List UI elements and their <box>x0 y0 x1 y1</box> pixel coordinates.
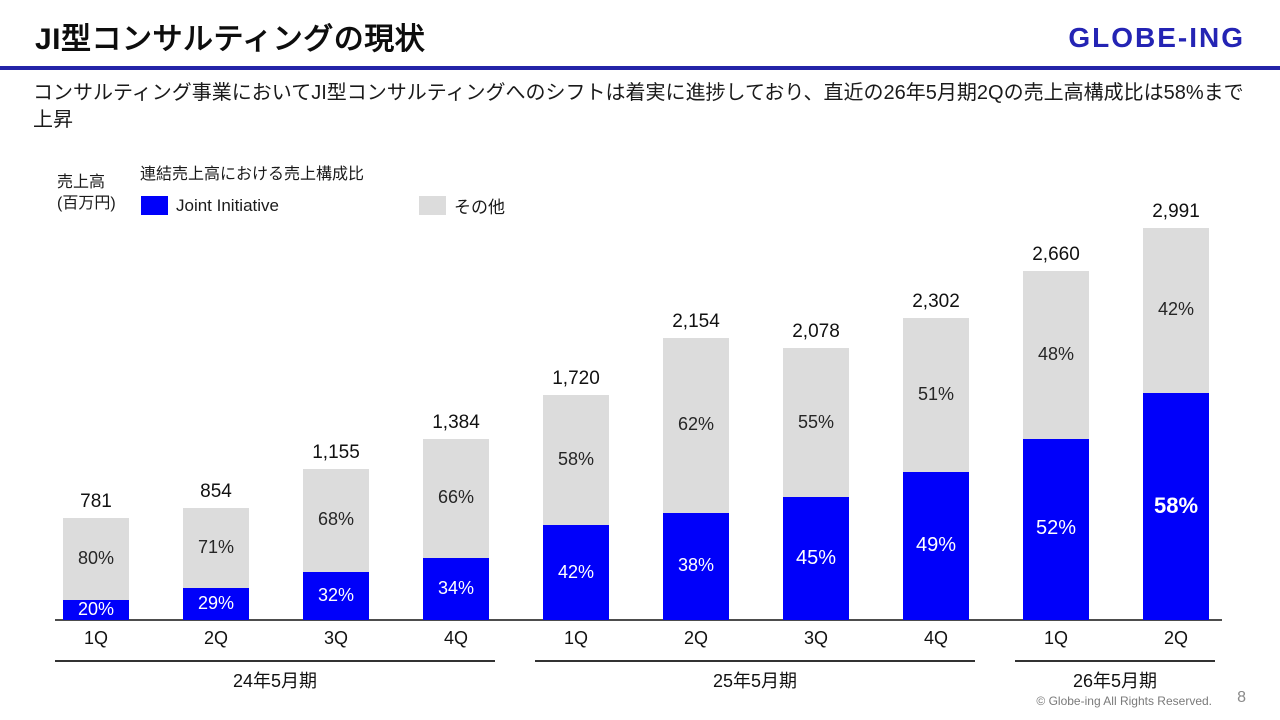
slide-message: コンサルティング事業においてJI型コンサルティングへのシフトは着実に進捗しており… <box>33 82 1244 131</box>
bar-other-pct-label: 68% <box>317 509 355 530</box>
bar-segment-other <box>783 347 849 498</box>
bar-ji-pct-label: 52% <box>1035 517 1077 540</box>
bar-segment-other <box>303 468 369 572</box>
bar-segment-other <box>903 318 969 473</box>
bar-total-label: 781 <box>80 490 112 512</box>
bar-other-pct-label: 55% <box>797 411 835 432</box>
bar-other-pct-label: 58% <box>557 448 595 469</box>
y-axis-label-line1: 売上高 <box>57 174 106 191</box>
bar-other-pct-label: 80% <box>77 547 115 568</box>
x-axis-label: 2Q <box>203 628 228 648</box>
bar-other-pct-label: 62% <box>677 414 715 435</box>
x-axis-label: 3Q <box>323 628 348 648</box>
legend-swatch-joint-initiative <box>141 196 168 215</box>
x-axis-label: 3Q <box>803 628 828 648</box>
bar-ji-pct-label: 32% <box>317 584 355 605</box>
legend-label-joint-initiative: Joint Initiative <box>176 195 279 215</box>
x-axis-label: 1Q <box>83 628 108 648</box>
bar-segment-other <box>1143 228 1209 393</box>
bar-other-pct-label: 71% <box>197 536 235 557</box>
bar-ji-pct-label: 34% <box>437 578 475 599</box>
bar-segment-joint-initiative <box>1143 392 1209 620</box>
y-axis-label: 売上高 (百万円) <box>57 172 116 214</box>
x-axis-line <box>55 619 1222 621</box>
x-axis-label: 4Q <box>443 628 468 648</box>
legend-label-other: その他 <box>454 198 505 217</box>
bar-segment-other <box>183 508 249 588</box>
bar-segment-joint-initiative <box>543 525 609 620</box>
bar-segment-joint-initiative <box>903 472 969 620</box>
bar-total-label: 2,660 <box>1032 244 1080 266</box>
bar-segment-other <box>423 438 489 559</box>
fiscal-group-label: 24年5月期 <box>232 671 318 691</box>
x-axis-label: 4Q <box>923 628 948 648</box>
bar-ji-pct-label: 49% <box>915 534 957 557</box>
bar-ji-pct-label: 29% <box>197 592 235 613</box>
bar-segment-other <box>663 337 729 513</box>
bar-total-label: 854 <box>200 481 232 503</box>
bar-segment-joint-initiative <box>663 512 729 620</box>
company-logo: GLOBE-ING <box>1068 22 1245 53</box>
bar-segment-joint-initiative <box>423 558 489 620</box>
bar-ji-pct-label: 45% <box>795 546 837 569</box>
x-axis-label: 1Q <box>1043 628 1068 648</box>
bar-total-label: 2,302 <box>912 291 960 313</box>
bar-total-label: 1,720 <box>552 367 600 389</box>
bar-ji-pct-label: 38% <box>677 555 715 576</box>
x-axis-label: 1Q <box>563 628 588 648</box>
bar-segment-other <box>63 517 129 600</box>
x-axis-label: 2Q <box>683 628 708 648</box>
bar-other-pct-label: 42% <box>1157 299 1195 320</box>
bar-segment-other <box>543 394 609 526</box>
bar-segment-joint-initiative <box>1023 438 1089 620</box>
chart-title: 連結売上高における売上構成比 <box>140 166 365 183</box>
bar-segment-joint-initiative <box>183 587 249 620</box>
legend-swatch-other <box>419 196 446 215</box>
fiscal-group-line <box>535 660 975 662</box>
copyright-text: © Globe-ing All Rights Reserved. <box>1036 694 1212 708</box>
y-axis-label-line2: (百万円) <box>57 195 116 212</box>
bar-total-label: 2,078 <box>792 320 840 342</box>
header-rule <box>0 66 1280 70</box>
x-axis-label: 2Q <box>1163 628 1188 648</box>
fiscal-group-line <box>55 660 495 662</box>
chart-legend: Joint Initiative その他 <box>141 193 505 218</box>
bar-segment-other <box>1023 271 1089 439</box>
bar-total-label: 1,384 <box>432 411 480 433</box>
bar-total-label: 2,991 <box>1152 201 1200 222</box>
bar-other-pct-label: 51% <box>917 384 955 405</box>
page-title: JI型コンサルティングの現状 <box>35 23 426 56</box>
bar-ji-pct-label: 42% <box>557 561 595 582</box>
fiscal-group-line <box>1015 660 1215 662</box>
bar-segment-joint-initiative <box>783 497 849 620</box>
fiscal-group-label: 25年5月期 <box>712 671 798 691</box>
bar-other-pct-label: 48% <box>1037 344 1075 365</box>
bar-ji-pct-label: 58% <box>1153 493 1199 519</box>
bar-total-label: 1,155 <box>312 441 360 463</box>
bar-segment-joint-initiative <box>63 599 129 620</box>
bar-total-label: 2,154 <box>672 310 720 332</box>
bar-segment-joint-initiative <box>303 571 369 620</box>
bar-other-pct-label: 66% <box>437 487 475 508</box>
page-number: 8 <box>1237 689 1246 706</box>
fiscal-group-label: 26年5月期 <box>1072 671 1158 691</box>
bar-ji-pct-label: 20% <box>77 598 115 619</box>
